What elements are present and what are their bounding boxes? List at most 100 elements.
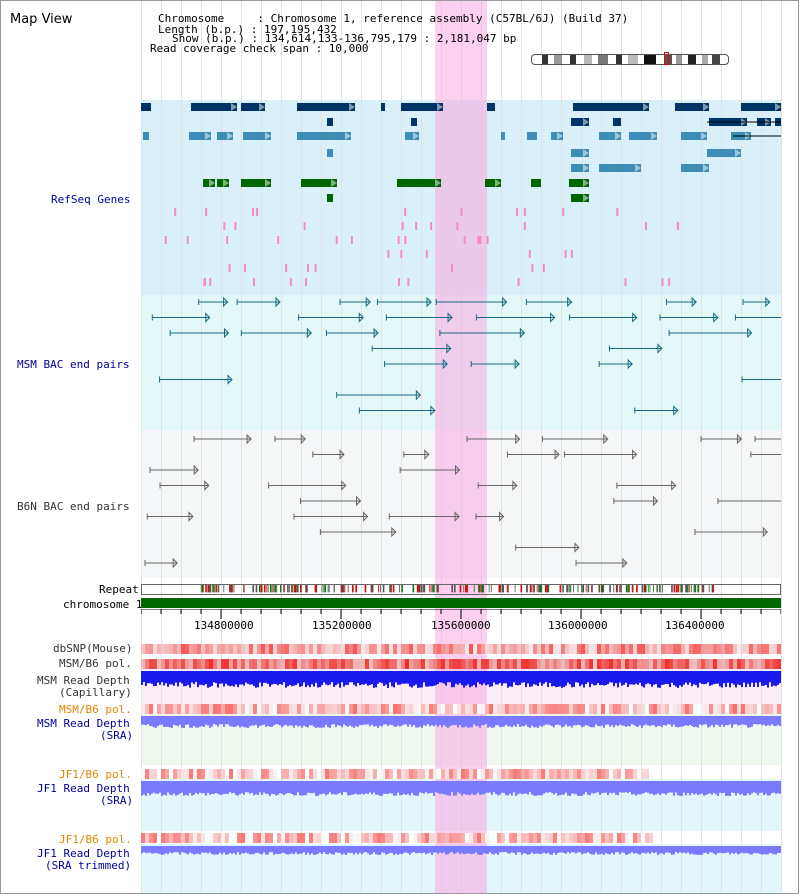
heat-cell: [321, 659, 325, 669]
depth-bar: [425, 846, 427, 855]
depth-bar: [625, 846, 627, 855]
grid-line: [301, 1, 302, 893]
depth-bar: [213, 716, 215, 725]
depth-bar: [437, 716, 439, 727]
depth-bar: [427, 716, 429, 725]
heat-cell: [381, 769, 385, 779]
depth-bar: [301, 781, 303, 796]
depth-bar: [333, 846, 335, 855]
depth-bar: [447, 781, 449, 796]
heat-cell: [305, 644, 309, 654]
depth-bar: [653, 781, 655, 796]
depth-bar: [163, 781, 165, 795]
heat-cell: [689, 644, 693, 654]
depth-bar: [291, 716, 293, 726]
heat-cell: [581, 659, 585, 669]
ideogram-position-marker[interactable]: [664, 52, 669, 65]
depth-bar: [353, 716, 355, 728]
heat-cell: [653, 704, 657, 714]
depth-bar: [717, 846, 719, 854]
depth-bar: [573, 716, 575, 726]
heat-cell: [581, 644, 585, 654]
depth-bar: [417, 846, 419, 854]
jf1-b6-pol-heat-track[interactable]: [141, 769, 781, 779]
jf1-trim-depth-track[interactable]: [141, 846, 781, 866]
heat-cell: [625, 644, 629, 654]
msm-b6-pol-heat-track[interactable]: [141, 659, 781, 669]
repeat-element: [601, 585, 603, 593]
depth-bar: [323, 781, 325, 794]
depth-bar: [537, 671, 539, 686]
msm-capillary-depth-track[interactable]: [141, 671, 781, 691]
depth-bar: [523, 716, 525, 727]
heat-cell: [265, 659, 269, 669]
heat-cell: [749, 659, 753, 669]
heat-cell: [493, 704, 497, 714]
depth-bar: [255, 671, 257, 688]
depth-bar: [659, 671, 661, 688]
depth-bar: [439, 716, 441, 726]
heat-cell: [389, 659, 393, 669]
msm-bac-track[interactable]: [141, 295, 781, 430]
msm-capillary-label-1: MSM Read Depth: [37, 674, 130, 687]
heat-cell: [177, 704, 181, 714]
dbsnp-heat-track[interactable]: [141, 644, 781, 654]
depth-bar: [541, 671, 543, 686]
heat-cell: [693, 704, 697, 714]
depth-bar: [387, 671, 389, 688]
heat-cell: [253, 769, 257, 779]
heat-cell: [469, 659, 473, 669]
depth-bar: [531, 781, 533, 795]
depth-bar: [183, 846, 185, 853]
bac-end-right: [442, 358, 448, 370]
depth-bar: [157, 846, 159, 854]
msm-b6-pol-2-heat-track[interactable]: [141, 704, 781, 714]
msm-sra-depth-track[interactable]: [141, 716, 781, 746]
repeat-track[interactable]: [141, 584, 781, 595]
selected-region-highlight[interactable]: [435, 1, 487, 893]
repeat-element: [433, 585, 435, 593]
refseq-gene-arrow: [435, 179, 441, 187]
refseq-genes-track[interactable]: [141, 100, 781, 295]
heat-cell: [333, 644, 337, 654]
repeat-element: [323, 585, 325, 593]
depth-bar: [261, 846, 263, 855]
chromosome-label: chromosome 1: [63, 598, 143, 611]
heat-cell: [509, 659, 513, 669]
depth-bar: [191, 846, 193, 854]
refseq-gene-arrow: [231, 103, 237, 111]
repeat-element: [547, 585, 550, 593]
heat-cell: [577, 833, 581, 843]
refseq-minor-feature: [397, 236, 400, 244]
heat-cell: [245, 644, 249, 654]
b6n-bac-track[interactable]: [141, 430, 781, 578]
depth-bar: [597, 716, 599, 727]
repeat-element: [255, 585, 258, 593]
depth-bar: [407, 671, 409, 684]
depth-bar: [343, 781, 345, 793]
depth-bar: [615, 846, 617, 853]
depth-bar: [473, 671, 475, 685]
heat-cell: [289, 644, 293, 654]
depth-bar: [661, 846, 663, 854]
heat-cell: [665, 659, 669, 669]
depth-bar: [185, 671, 187, 687]
chromosome-bar[interactable]: [141, 598, 781, 608]
heat-cell: [621, 833, 625, 843]
heat-cell: [569, 704, 573, 714]
depth-bar: [275, 846, 277, 854]
depth-bar: [379, 671, 381, 683]
chromosome-ideogram[interactable]: [531, 54, 729, 65]
depth-bar: [161, 781, 163, 796]
heat-cell: [141, 833, 145, 843]
depth-bar: [355, 671, 357, 687]
jf1-sra-depth-track[interactable]: [141, 781, 781, 809]
depth-bar: [171, 671, 173, 685]
heat-cell: [373, 644, 377, 654]
depth-bar: [555, 781, 557, 793]
depth-bar: [551, 846, 553, 855]
heat-cell: [613, 659, 617, 669]
heat-cell: [257, 833, 261, 843]
depth-bar: [755, 671, 757, 683]
jf1-b6-pol-2-heat-track[interactable]: [141, 833, 781, 843]
